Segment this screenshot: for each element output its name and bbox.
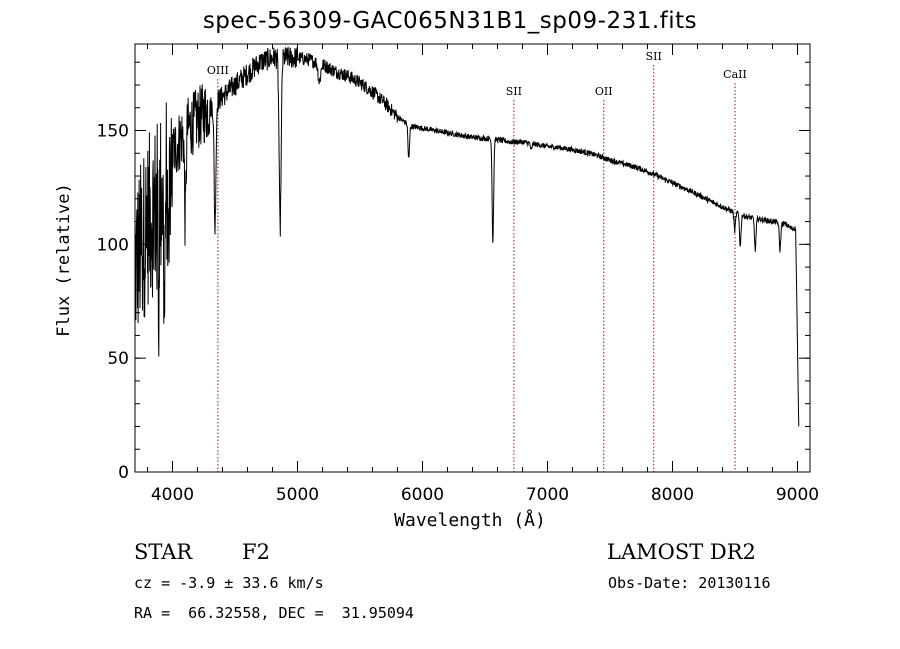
coordinates-readout: RA = 66.32558, DEC = 31.95094	[134, 604, 414, 622]
line-marker-label: SII	[646, 50, 662, 63]
minor-ticks	[135, 44, 810, 473]
x-tick-label: 9000	[776, 485, 819, 505]
line-marker-label: SII	[506, 85, 522, 98]
major-ticks	[135, 44, 810, 473]
object-class: STAR	[134, 540, 193, 564]
line-marker-label: OII	[595, 85, 613, 98]
velocity-readout: cz = -3.9 ± 33.6 km/s	[134, 574, 324, 592]
line-marker-label: OIII	[207, 64, 229, 77]
plot-frame	[134, 43, 811, 473]
x-tick-label: 7000	[526, 485, 569, 505]
x-tick-label: 8000	[651, 485, 694, 505]
y-tick-label: 0	[118, 463, 129, 483]
line-marker-label: CaII	[723, 68, 747, 81]
y-tick-label: 50	[107, 349, 129, 369]
y-tick-label: 100	[97, 235, 129, 255]
x-axis-label: Wavelength (Å)	[394, 510, 546, 531]
object-subclass: F2	[242, 540, 270, 564]
x-tick-label: 6000	[401, 485, 444, 505]
y-axis-label: Flux (relative)	[54, 183, 74, 337]
x-tick-label: 5000	[276, 485, 319, 505]
observation-date: Obs-Date: 20130116	[608, 574, 771, 592]
spectrum-curve	[134, 46, 800, 427]
spectral-line-markers: OIII SII OII SII CaII	[207, 50, 747, 472]
tick-labels: 4000 5000 6000 7000 8000 9000 0 50 100 150	[97, 122, 820, 505]
survey-name: LAMOST DR2	[607, 540, 756, 564]
y-tick-label: 150	[97, 122, 129, 142]
chart-title: spec-56309-GAC065N31B1_sp09-231.fits	[202, 8, 698, 34]
x-tick-label: 4000	[151, 485, 194, 505]
